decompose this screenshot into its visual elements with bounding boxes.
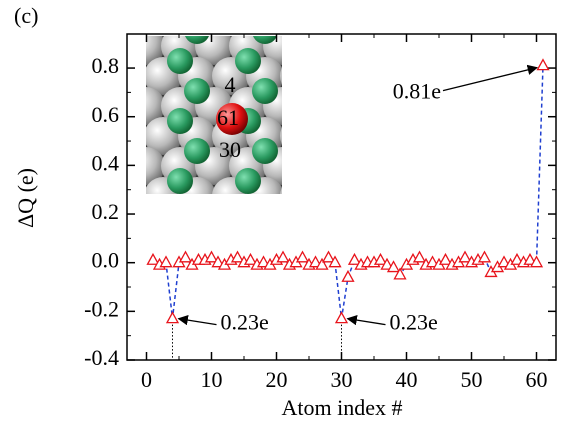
data-point <box>414 252 425 262</box>
inset-atom <box>280 177 318 215</box>
x-tick-label: 30 <box>331 367 353 392</box>
annotation: 0.81e <box>393 79 441 104</box>
inset-atom <box>184 78 210 104</box>
y-tick-label: 0.6 <box>92 102 120 127</box>
x-tick-label: 20 <box>266 367 288 392</box>
y-tick-label: 0.0 <box>92 248 120 273</box>
y-tick-label: -0.2 <box>84 296 119 321</box>
inset-atom <box>303 168 329 194</box>
inset-atom <box>212 0 250 35</box>
annotation: 0.23e <box>221 310 269 335</box>
data-point <box>479 252 490 262</box>
inset-atom <box>303 108 329 134</box>
annotation-arrow <box>348 319 386 325</box>
annotation-arrow <box>443 68 537 91</box>
inset-atom <box>314 0 352 35</box>
y-tick-label: 0.4 <box>92 150 120 175</box>
inset-atom <box>252 138 278 164</box>
inset-atom <box>235 48 261 74</box>
data-point <box>297 252 308 262</box>
x-axis-label: Atom index # <box>282 395 403 420</box>
inset-atom <box>297 87 335 125</box>
annotation: 0.23e <box>390 310 438 335</box>
data-point <box>278 252 289 262</box>
x-tick-label: 0 <box>141 367 152 392</box>
inset-atom <box>110 0 148 35</box>
chart: (c) Atom index # ΔQ (e) 4 61 30 0 10 20 30 40 50… <box>0 0 571 432</box>
inset-label: 61 <box>217 105 239 130</box>
inset-atom <box>184 138 210 164</box>
y-axis-label: ΔQ (e) <box>13 168 38 228</box>
inset-atom <box>314 177 352 215</box>
inset-atom <box>280 117 318 155</box>
inset-atom <box>116 78 142 104</box>
inset-atom <box>320 78 346 104</box>
inset-atom <box>144 0 182 35</box>
data-point <box>167 313 178 323</box>
y-tick-label: 0.2 <box>92 199 120 224</box>
inset-atom <box>184 198 210 224</box>
inset-atom <box>116 198 142 224</box>
panel-label: (c) <box>14 3 38 28</box>
inset-atom <box>235 168 261 194</box>
x-tick-label: 40 <box>396 367 418 392</box>
inset-atom <box>320 198 346 224</box>
y-tick-label: 0.8 <box>92 53 120 78</box>
inset-atom <box>280 0 318 35</box>
data-point <box>336 313 347 323</box>
inset-atom <box>184 18 210 44</box>
data-point <box>161 257 172 267</box>
inset-atom <box>116 18 142 44</box>
x-tick-label: 50 <box>461 367 483 392</box>
inset-label: 30 <box>219 137 241 162</box>
inset-atom <box>320 138 346 164</box>
x-tick-label: 10 <box>201 367 223 392</box>
data-point <box>343 271 354 281</box>
inset-atom <box>280 57 318 95</box>
inset-atom <box>252 18 278 44</box>
data-point <box>180 252 191 262</box>
inset-atom <box>314 57 352 95</box>
inset-atom <box>252 198 278 224</box>
inset-atom <box>167 168 193 194</box>
inset-atom <box>303 48 329 74</box>
inset-atom <box>297 27 335 65</box>
data-point <box>538 60 549 70</box>
inset-atom <box>314 117 352 155</box>
inset-atom <box>246 0 284 35</box>
inset-atom <box>167 48 193 74</box>
inset-atom <box>116 138 142 164</box>
inset-atom <box>252 78 278 104</box>
x-tick-label: 60 <box>526 367 548 392</box>
inset-atom <box>178 0 216 35</box>
inset-atom <box>167 108 193 134</box>
page: (c) Atom index # ΔQ (e) 4 61 30 0 10 20 30 40 50… <box>0 0 571 432</box>
inset-label: 4 <box>225 72 236 97</box>
y-tick-label: -0.4 <box>84 345 119 370</box>
annotation-arrow <box>179 319 217 325</box>
inset-atom <box>297 147 335 185</box>
